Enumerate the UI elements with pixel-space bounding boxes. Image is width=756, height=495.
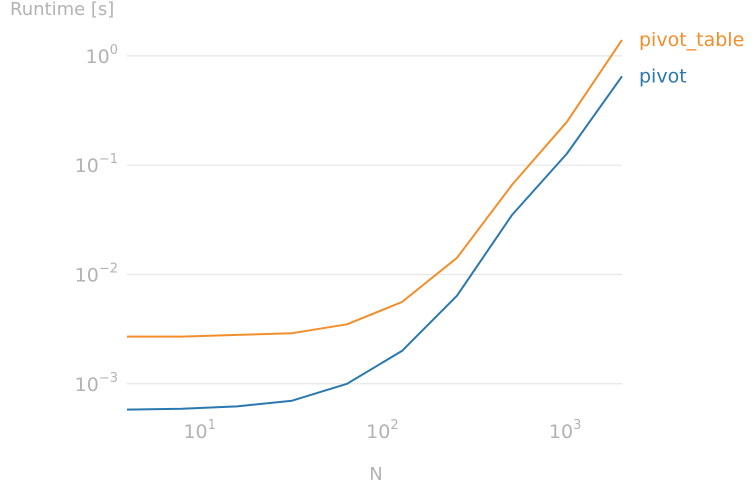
series-label-pivot-table: pivot_table	[639, 29, 744, 51]
y-tick-label: 10−1	[75, 152, 118, 177]
series-label-pivot: pivot	[639, 65, 687, 87]
y-tick-label: 10−2	[75, 261, 118, 286]
y-axis-title: Runtime [s]	[10, 0, 114, 20]
x-tick-label: 103	[549, 418, 581, 443]
x-tick-labels: 101 102 103	[183, 418, 581, 443]
y-tick-labels: 100 10−1 10−2 10−3	[75, 43, 118, 396]
series-line-pivot	[126, 75, 623, 411]
x-axis-title: N	[369, 464, 382, 485]
y-tick-label: 100	[86, 43, 118, 68]
grid-lines	[127, 55, 622, 385]
series-line-pivot-table	[127, 39, 623, 338]
x-tick-label: 102	[366, 418, 398, 443]
x-tick-label: 101	[183, 418, 215, 443]
y-tick-label: 10−3	[75, 371, 118, 396]
series-lines	[126, 39, 623, 411]
